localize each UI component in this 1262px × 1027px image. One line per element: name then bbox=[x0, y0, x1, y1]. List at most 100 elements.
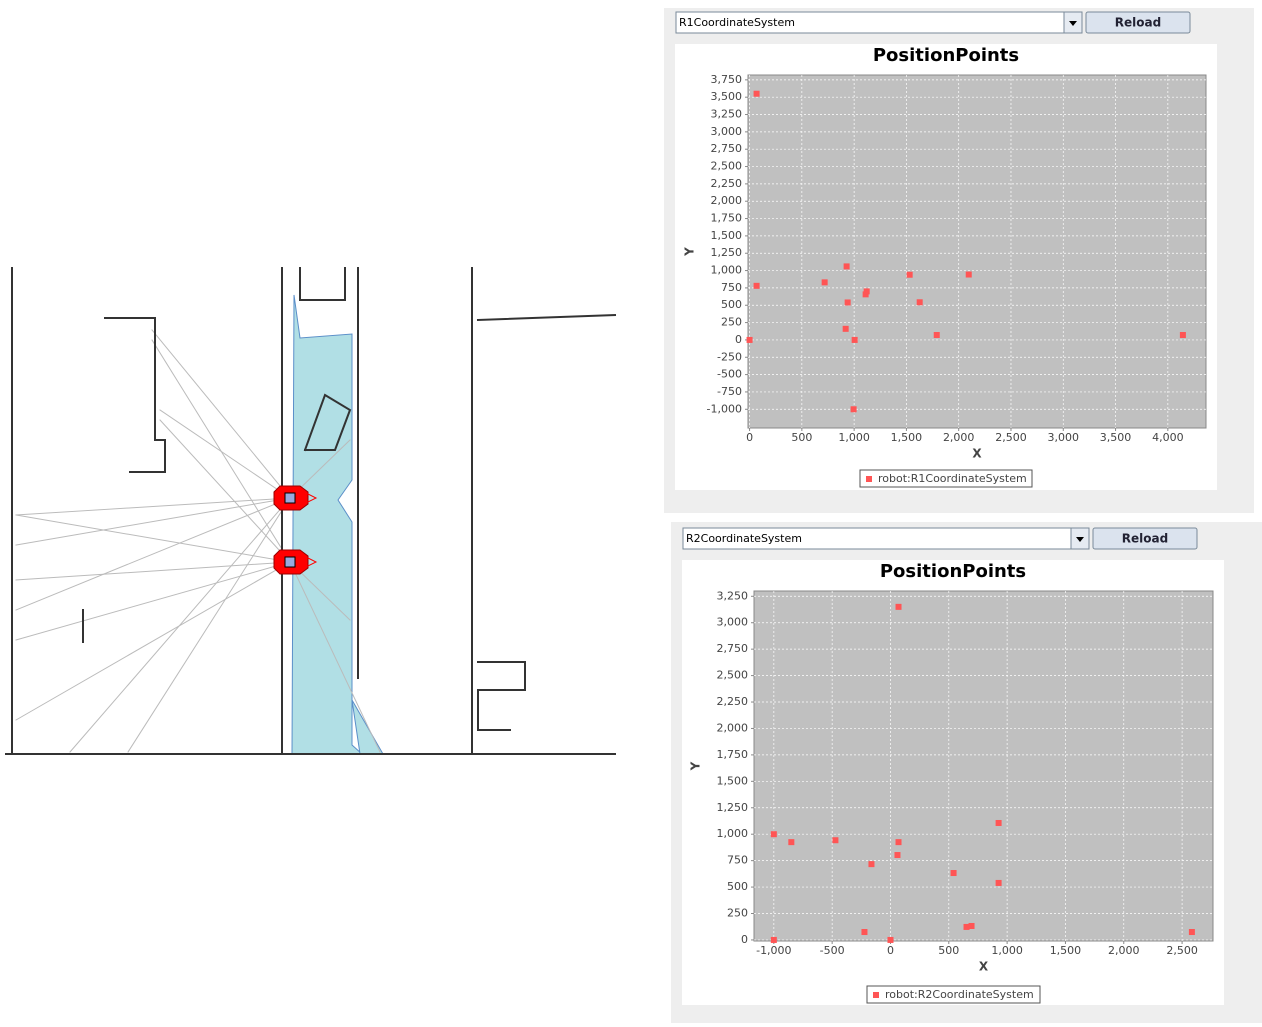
x-tick-label: 2,500 bbox=[995, 431, 1027, 444]
point bbox=[852, 337, 858, 343]
x-tick-label: 1,500 bbox=[1050, 944, 1082, 957]
point bbox=[907, 272, 913, 278]
dropdown-text: R2CoordinateSystem bbox=[686, 532, 802, 545]
x-axis-label: X bbox=[979, 960, 989, 974]
point bbox=[861, 929, 867, 935]
point bbox=[966, 272, 972, 278]
chart-title: PositionPoints bbox=[880, 561, 1026, 582]
point bbox=[754, 283, 760, 289]
point bbox=[917, 299, 923, 305]
y-tick-label: 250 bbox=[727, 907, 748, 920]
x-tick-label: 3,000 bbox=[1048, 431, 1080, 444]
point bbox=[844, 263, 850, 269]
y-tick-label: 1,500 bbox=[711, 229, 743, 242]
y-tick-label: 750 bbox=[721, 281, 742, 294]
x-tick-label: 1,500 bbox=[891, 431, 923, 444]
legend-swatch bbox=[873, 992, 879, 998]
x-tick-label: -1,000 bbox=[756, 944, 791, 957]
y-tick-label: 2,750 bbox=[717, 642, 749, 655]
point bbox=[934, 332, 940, 338]
y-tick-label: -250 bbox=[717, 350, 742, 363]
y-tick-label: 2,500 bbox=[711, 160, 743, 173]
y-tick-label: 1,250 bbox=[717, 801, 749, 814]
y-tick-label: 1,750 bbox=[717, 748, 749, 761]
x-axis-label: X bbox=[972, 447, 982, 461]
y-tick-label: 3,000 bbox=[717, 616, 749, 629]
y-tick-label: 2,250 bbox=[717, 695, 749, 708]
x-tick-label: 2,000 bbox=[943, 431, 975, 444]
point bbox=[887, 937, 893, 943]
point bbox=[771, 831, 777, 837]
point bbox=[747, 337, 753, 343]
point bbox=[996, 880, 1002, 886]
y-tick-label: -500 bbox=[717, 368, 742, 381]
point bbox=[894, 852, 900, 858]
y-tick-label: 3,250 bbox=[711, 108, 743, 121]
y-tick-label: 0 bbox=[735, 333, 742, 346]
point bbox=[1180, 332, 1186, 338]
y-tick-label: 2,000 bbox=[711, 194, 743, 207]
y-tick-label: 3,500 bbox=[711, 90, 743, 103]
y-tick-label: 1,500 bbox=[717, 774, 749, 787]
x-tick-label: -500 bbox=[820, 944, 845, 957]
y-tick-label: 1,750 bbox=[711, 212, 743, 225]
y-tick-label: 2,500 bbox=[717, 669, 749, 682]
point bbox=[843, 326, 849, 332]
y-axis-label: Y bbox=[689, 761, 703, 771]
plot-area bbox=[748, 75, 1206, 428]
point bbox=[1189, 929, 1195, 935]
scan-area bbox=[292, 295, 362, 754]
y-tick-label: 3,000 bbox=[711, 125, 743, 138]
point bbox=[951, 870, 957, 876]
y-axis-label: Y bbox=[683, 247, 697, 257]
x-tick-label: 2,000 bbox=[1108, 944, 1140, 957]
point bbox=[896, 839, 902, 845]
point bbox=[868, 861, 874, 867]
point bbox=[851, 406, 857, 412]
x-tick-label: 500 bbox=[791, 431, 812, 444]
x-tick-label: 0 bbox=[746, 431, 753, 444]
page: R1CoordinateSystem Reload PositionPoints 0 5… bbox=[0, 0, 1262, 1027]
y-tick-label: 3,750 bbox=[711, 73, 743, 86]
x-tick-label: 1,000 bbox=[991, 944, 1023, 957]
x-tick-label: 4,000 bbox=[1152, 431, 1184, 444]
y-tick-label: 1,250 bbox=[711, 246, 743, 259]
x-tick-label: 3,500 bbox=[1100, 431, 1132, 444]
point bbox=[996, 820, 1002, 826]
point bbox=[822, 279, 828, 285]
x-tick-label: 1,000 bbox=[838, 431, 870, 444]
y-tick-label: -1,000 bbox=[707, 402, 742, 415]
y-tick-label: 0 bbox=[741, 933, 748, 946]
legend-swatch bbox=[866, 476, 872, 482]
y-tick-label: -750 bbox=[717, 385, 742, 398]
point bbox=[771, 937, 777, 943]
y-tick-label: 500 bbox=[721, 298, 742, 311]
legend-label: robot:R2CoordinateSystem bbox=[885, 988, 1034, 1001]
legend-label: robot:R1CoordinateSystem bbox=[878, 472, 1027, 485]
y-tick-label: 500 bbox=[727, 880, 748, 893]
point bbox=[969, 923, 975, 929]
screen: R1CoordinateSystem Reload PositionPoints 0 5… bbox=[0, 0, 1262, 1023]
y-tick-label: 750 bbox=[727, 854, 748, 867]
point bbox=[754, 91, 760, 97]
point bbox=[896, 604, 902, 610]
x-tick-label: 500 bbox=[938, 944, 959, 957]
plot-area bbox=[754, 591, 1213, 941]
y-tick-label: 2,750 bbox=[711, 142, 743, 155]
x-tick-label: 0 bbox=[887, 944, 894, 957]
y-tick-label: 2,000 bbox=[717, 721, 749, 734]
reload-button-text: Reload bbox=[1122, 532, 1168, 546]
point bbox=[788, 839, 794, 845]
point bbox=[864, 288, 870, 294]
y-tick-label: 250 bbox=[721, 316, 742, 329]
dropdown-text: R1CoordinateSystem bbox=[679, 16, 795, 29]
chart-title: PositionPoints bbox=[873, 45, 1019, 66]
y-tick-label: 1,000 bbox=[711, 264, 743, 277]
point bbox=[845, 299, 851, 305]
reload-button-text: Reload bbox=[1115, 16, 1161, 30]
y-tick-label: 1,000 bbox=[717, 827, 749, 840]
y-tick-label: 3,250 bbox=[717, 589, 749, 602]
x-tick-label: 2,500 bbox=[1166, 944, 1198, 957]
y-tick-label: 2,250 bbox=[711, 177, 743, 190]
point bbox=[832, 837, 838, 843]
